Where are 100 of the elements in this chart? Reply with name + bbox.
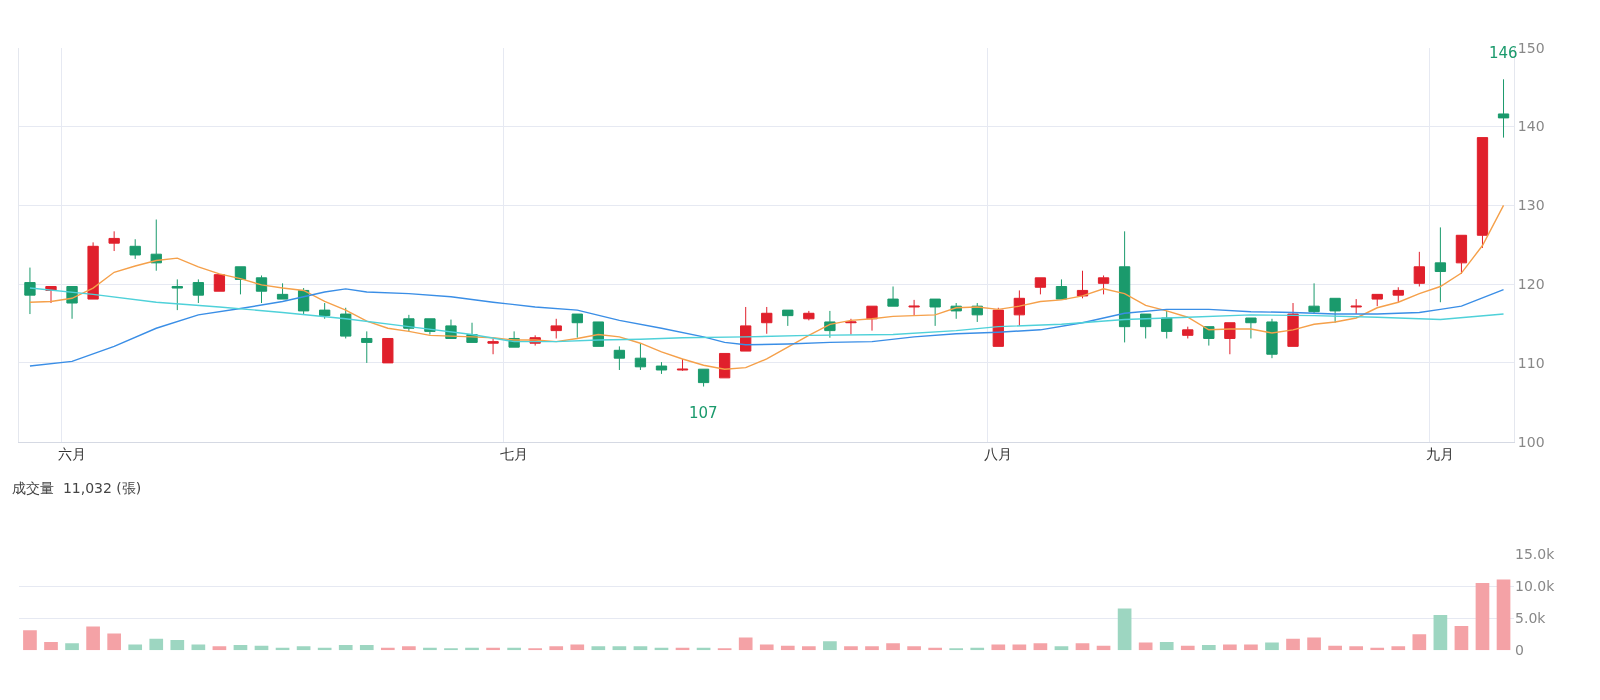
bar (1117, 608, 1132, 651)
candlestick (1392, 286, 1404, 303)
y-tick-label: 10.0k (1515, 578, 1556, 595)
y-tick-label: 110 (1517, 354, 1545, 371)
bar (44, 641, 58, 651)
y-tick-label: 15.0k (1515, 546, 1556, 563)
candlestick (1413, 251, 1425, 287)
candlestick (234, 266, 247, 295)
candlestick (1140, 313, 1152, 339)
candlestick (1287, 302, 1299, 347)
bar (1391, 646, 1406, 651)
x-tick-label: 九月 (1426, 446, 1455, 463)
candlestick (929, 298, 941, 327)
candlestick (1118, 230, 1131, 343)
bar (1033, 643, 1048, 651)
bar (1454, 625, 1469, 651)
candlestick (319, 302, 331, 320)
bar (1328, 645, 1342, 651)
bar (1286, 638, 1300, 651)
bar (359, 645, 374, 651)
bar (1349, 646, 1364, 651)
line-series (29, 204, 1505, 370)
candlestick (108, 230, 120, 252)
annotation: 107 (689, 404, 718, 422)
bar (23, 630, 37, 651)
bar (1223, 644, 1237, 651)
bar (402, 646, 416, 651)
bar (1159, 641, 1174, 651)
candlestick (487, 337, 499, 355)
candlestick (655, 361, 668, 375)
x-tick-label: 八月 (984, 446, 1013, 463)
bar (802, 646, 816, 651)
bar (170, 639, 185, 651)
candlestick (1055, 278, 1068, 300)
bar (1412, 634, 1427, 651)
bar (1201, 645, 1216, 651)
candlestick (1182, 326, 1194, 339)
candlestick (866, 305, 878, 332)
bar (612, 646, 627, 651)
x-tick-label: 六月 (58, 446, 87, 463)
y-tick-label: 150 (1517, 39, 1545, 56)
bar (1054, 646, 1069, 651)
bar (1433, 615, 1448, 651)
annotation: 146 (1489, 44, 1518, 62)
bar (338, 645, 353, 651)
bar (844, 646, 858, 651)
candlestick (550, 318, 562, 339)
bar (212, 646, 227, 651)
candlestick (634, 342, 647, 371)
bar (444, 648, 458, 651)
candlestick (87, 241, 99, 300)
candlestick (613, 345, 626, 371)
candlestick (340, 307, 352, 339)
candlestick (1371, 293, 1383, 307)
bar (107, 633, 121, 651)
bar (759, 644, 774, 651)
x-tick-label: 七月 (500, 446, 529, 463)
bar (1475, 583, 1490, 651)
bar (65, 643, 79, 651)
candlestick (361, 330, 373, 364)
bar (865, 646, 879, 651)
bar (717, 648, 732, 651)
bar (1180, 645, 1195, 651)
candlestick (697, 368, 710, 388)
bar (907, 646, 921, 651)
candlestick (676, 358, 689, 372)
candlestick (276, 282, 289, 300)
candlestick (1329, 297, 1341, 324)
bar (1265, 642, 1279, 651)
candlestick (1245, 317, 1257, 339)
candlestick (129, 238, 141, 260)
candlestick (1476, 137, 1489, 249)
candlestick (571, 313, 583, 339)
candlestick (213, 274, 226, 292)
bar (528, 648, 543, 651)
bar (149, 638, 164, 651)
candlestick (1097, 274, 1110, 295)
candlestick (1266, 318, 1278, 359)
candlestick (1034, 277, 1047, 295)
line-series (29, 288, 1505, 367)
chart-title: 成交量 11,032 (張) (12, 480, 142, 496)
bar (191, 644, 206, 651)
bar (1244, 644, 1258, 651)
y-tick-label: 140 (1517, 118, 1545, 135)
candlestick (1434, 226, 1447, 303)
y-tick-label: 120 (1517, 276, 1545, 293)
bar (738, 637, 753, 651)
bar (991, 644, 1006, 651)
candlestick (171, 278, 183, 311)
candlestick (1497, 78, 1510, 139)
bar (128, 644, 143, 651)
candlestick (192, 278, 205, 304)
bar (86, 626, 100, 651)
bar (1075, 643, 1090, 651)
bar (233, 645, 248, 651)
bar (633, 646, 648, 651)
bar (1012, 644, 1027, 651)
candlestick (1308, 282, 1320, 315)
bar (570, 644, 585, 651)
candlestick (1013, 289, 1026, 327)
